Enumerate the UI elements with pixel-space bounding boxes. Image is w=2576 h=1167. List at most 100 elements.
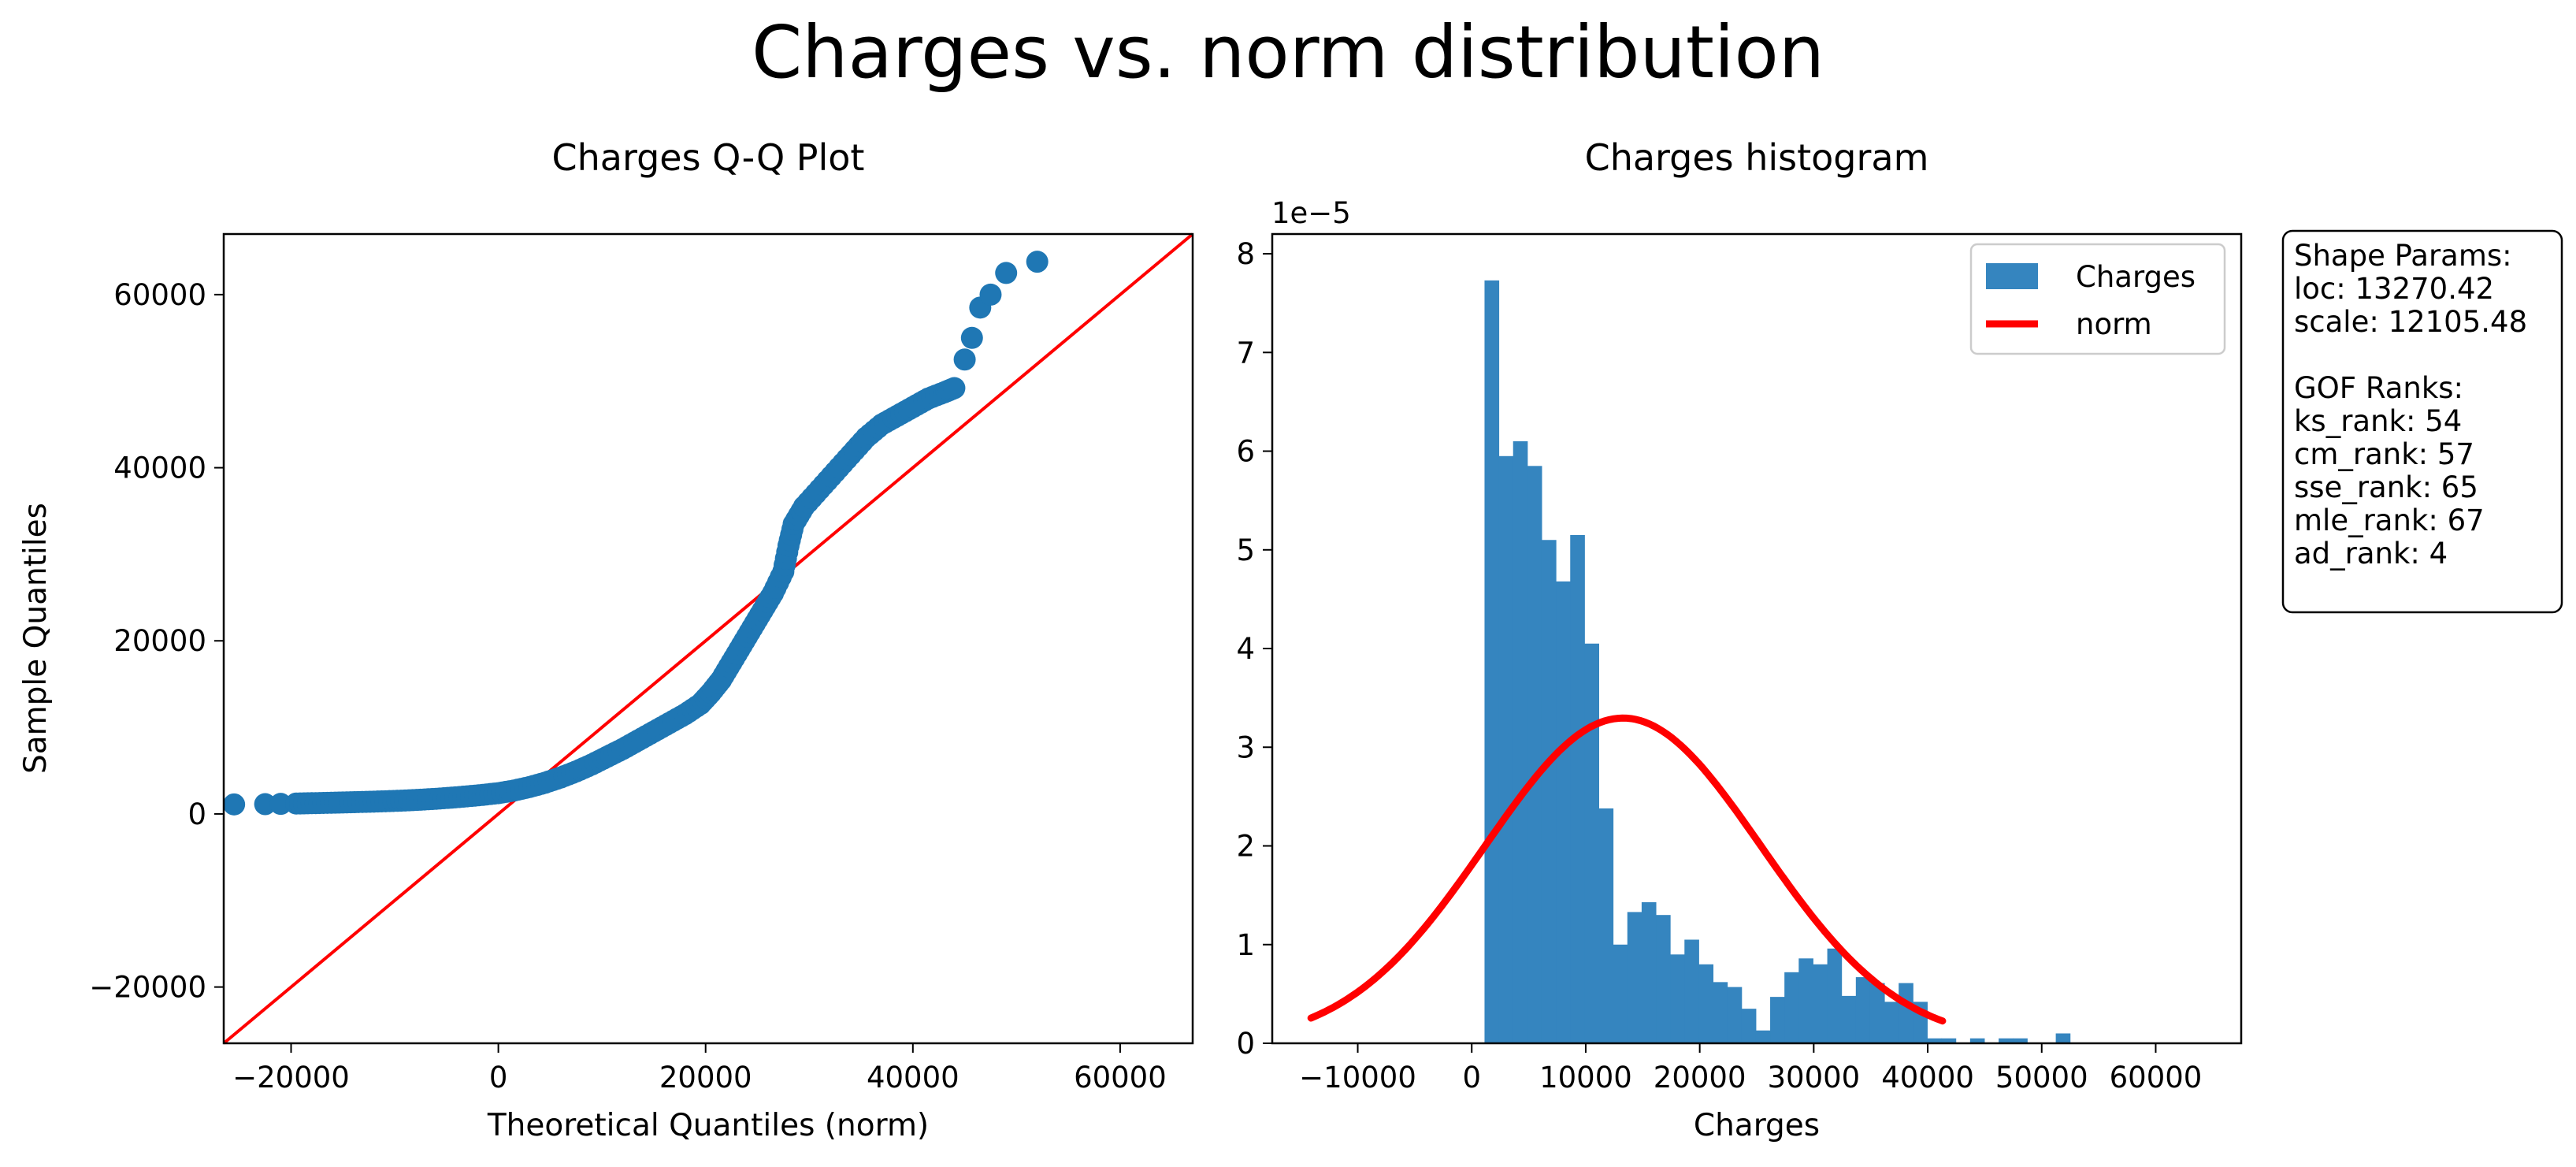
histogram-ytick-label: 0 xyxy=(1236,1027,1255,1061)
histogram-bar xyxy=(1656,915,1671,1043)
histogram-xtick-label: 30000 xyxy=(1768,1061,1861,1095)
qq-point xyxy=(1026,251,1049,273)
info-box-line: Shape Params: xyxy=(2294,239,2512,273)
qq-xtick-label: −20000 xyxy=(232,1061,350,1095)
histogram-xlabel: Charges xyxy=(1694,1108,1820,1143)
histogram-bar xyxy=(1899,983,1913,1043)
histogram-bar xyxy=(1713,982,1728,1043)
histogram-bar xyxy=(2055,1033,2071,1043)
histogram-bar xyxy=(1498,455,1514,1043)
info-box-frame xyxy=(2281,229,2563,614)
qq-plot: Charges Q-Q Plot −20000 0 20000 40000 60000 −… xyxy=(18,136,1194,1143)
histogram-bar xyxy=(1884,1002,1899,1043)
qq-point xyxy=(254,793,277,816)
qq-point xyxy=(960,326,983,349)
histogram-bar xyxy=(1556,581,1571,1043)
histogram-xtick-label: 10000 xyxy=(1539,1061,1632,1095)
norm-curve xyxy=(1307,714,1947,1025)
histogram-bar xyxy=(1584,643,1600,1043)
histogram-bar xyxy=(2013,1038,2028,1043)
info-box-line: loc: 13270.42 xyxy=(2294,272,2494,306)
histogram-ytick-label: 1 xyxy=(1236,928,1255,962)
qq-point xyxy=(953,348,976,371)
qq-ytick-label: 60000 xyxy=(113,278,206,312)
histogram-bar xyxy=(1641,901,1657,1043)
histogram: Charges histogram 1e−5 −10000 0 10000 20000… xyxy=(1236,136,2243,1143)
histogram-bar xyxy=(1755,1030,1771,1043)
histogram-bar xyxy=(1670,954,1685,1043)
qq-marks xyxy=(222,232,1194,1045)
info-box-line: mle_rank: 67 xyxy=(2294,504,2485,537)
qq-xtick-label: 60000 xyxy=(1074,1061,1167,1095)
info-box-line: ks_rank: 54 xyxy=(2294,404,2462,438)
histogram-bar xyxy=(1570,534,1585,1043)
histogram-bar xyxy=(1827,948,1843,1043)
qq-xtick-label: 40000 xyxy=(867,1061,960,1095)
histogram-ytick-label: 2 xyxy=(1236,830,1255,864)
histogram-bars xyxy=(1484,280,2071,1043)
info-box-line: GOF Ranks: xyxy=(2294,371,2463,405)
histogram-bar xyxy=(1798,958,1813,1043)
histogram-xtick-label: 50000 xyxy=(1995,1061,2088,1095)
histogram-bar xyxy=(1969,1038,1985,1043)
qq-reference-line xyxy=(222,232,1194,1045)
qq-ylabel: Sample Quantiles xyxy=(18,503,54,774)
qq-point xyxy=(995,262,1018,284)
qq-ytick-label: 0 xyxy=(187,797,206,831)
histogram-bar xyxy=(1627,912,1642,1043)
histogram-bar xyxy=(1727,987,1743,1043)
histogram-bar xyxy=(1527,466,1542,1043)
legend-swatch-charges xyxy=(1986,263,2038,289)
histogram-title: Charges histogram xyxy=(1585,136,1929,179)
histogram-offset-label: 1e−5 xyxy=(1271,196,1351,230)
histogram-xtick-label: 0 xyxy=(1462,1061,1481,1095)
histogram-ytick-label: 8 xyxy=(1236,237,1255,271)
legend-label-norm: norm xyxy=(2076,307,2152,341)
qq-plot-frame xyxy=(222,232,1194,1045)
qq-point xyxy=(943,377,966,400)
histogram-bar xyxy=(1813,964,1828,1043)
histogram-xtick-label: 20000 xyxy=(1654,1061,1746,1095)
histogram-bar xyxy=(1684,939,1699,1043)
histogram-xtick-label: 60000 xyxy=(2110,1061,2203,1095)
histogram-bar xyxy=(1841,995,1857,1043)
histogram-bar xyxy=(1869,983,1885,1043)
histogram-ytick-label: 3 xyxy=(1236,730,1255,764)
info-box-line: cm_rank: 57 xyxy=(2294,437,2474,471)
info-box-line: ad_rank: 4 xyxy=(2294,537,2448,570)
qq-ytick-label: 40000 xyxy=(113,452,206,485)
info-box-line: scale: 12105.48 xyxy=(2294,305,2527,339)
histogram-bar xyxy=(1941,1038,1957,1043)
histogram-bar xyxy=(1698,964,1714,1043)
qq-point xyxy=(223,793,246,816)
histogram-bar xyxy=(1613,944,1628,1043)
histogram-curve xyxy=(1307,714,1947,1025)
histogram-bar xyxy=(1855,977,1871,1043)
qq-xlabel: Theoretical Quantiles (norm) xyxy=(487,1108,929,1143)
histogram-bar xyxy=(1513,441,1528,1043)
qq-point xyxy=(979,283,1002,306)
qq-xtick-label: 0 xyxy=(489,1061,508,1095)
qq-xtick-label: 20000 xyxy=(659,1061,752,1095)
histogram-ytick-label: 4 xyxy=(1236,632,1255,666)
figure-title: Charges vs. norm distribution xyxy=(752,10,1824,95)
histogram-bar xyxy=(1598,808,1614,1043)
qq-point xyxy=(269,793,292,816)
legend: Charges norm xyxy=(1969,243,2226,355)
histogram-bar xyxy=(1927,1038,1943,1043)
qq-ytick-label: −20000 xyxy=(89,971,206,1005)
histogram-bar xyxy=(1770,997,1785,1043)
histogram-ytick-label: 7 xyxy=(1236,336,1255,370)
histogram-bar xyxy=(1484,280,1500,1043)
histogram-bar xyxy=(1784,972,1799,1043)
histogram-bar xyxy=(1541,540,1557,1043)
histogram-xtick-label: 40000 xyxy=(1881,1061,1974,1095)
histogram-ytick-label: 6 xyxy=(1236,435,1255,469)
qq-plot-title: Charges Q-Q Plot xyxy=(552,136,865,179)
histogram-ytick-label: 5 xyxy=(1236,533,1255,567)
histogram-bar xyxy=(1741,1009,1757,1043)
histogram-xtick-label: −10000 xyxy=(1299,1061,1416,1095)
legend-label-charges: Charges xyxy=(2076,260,2196,294)
